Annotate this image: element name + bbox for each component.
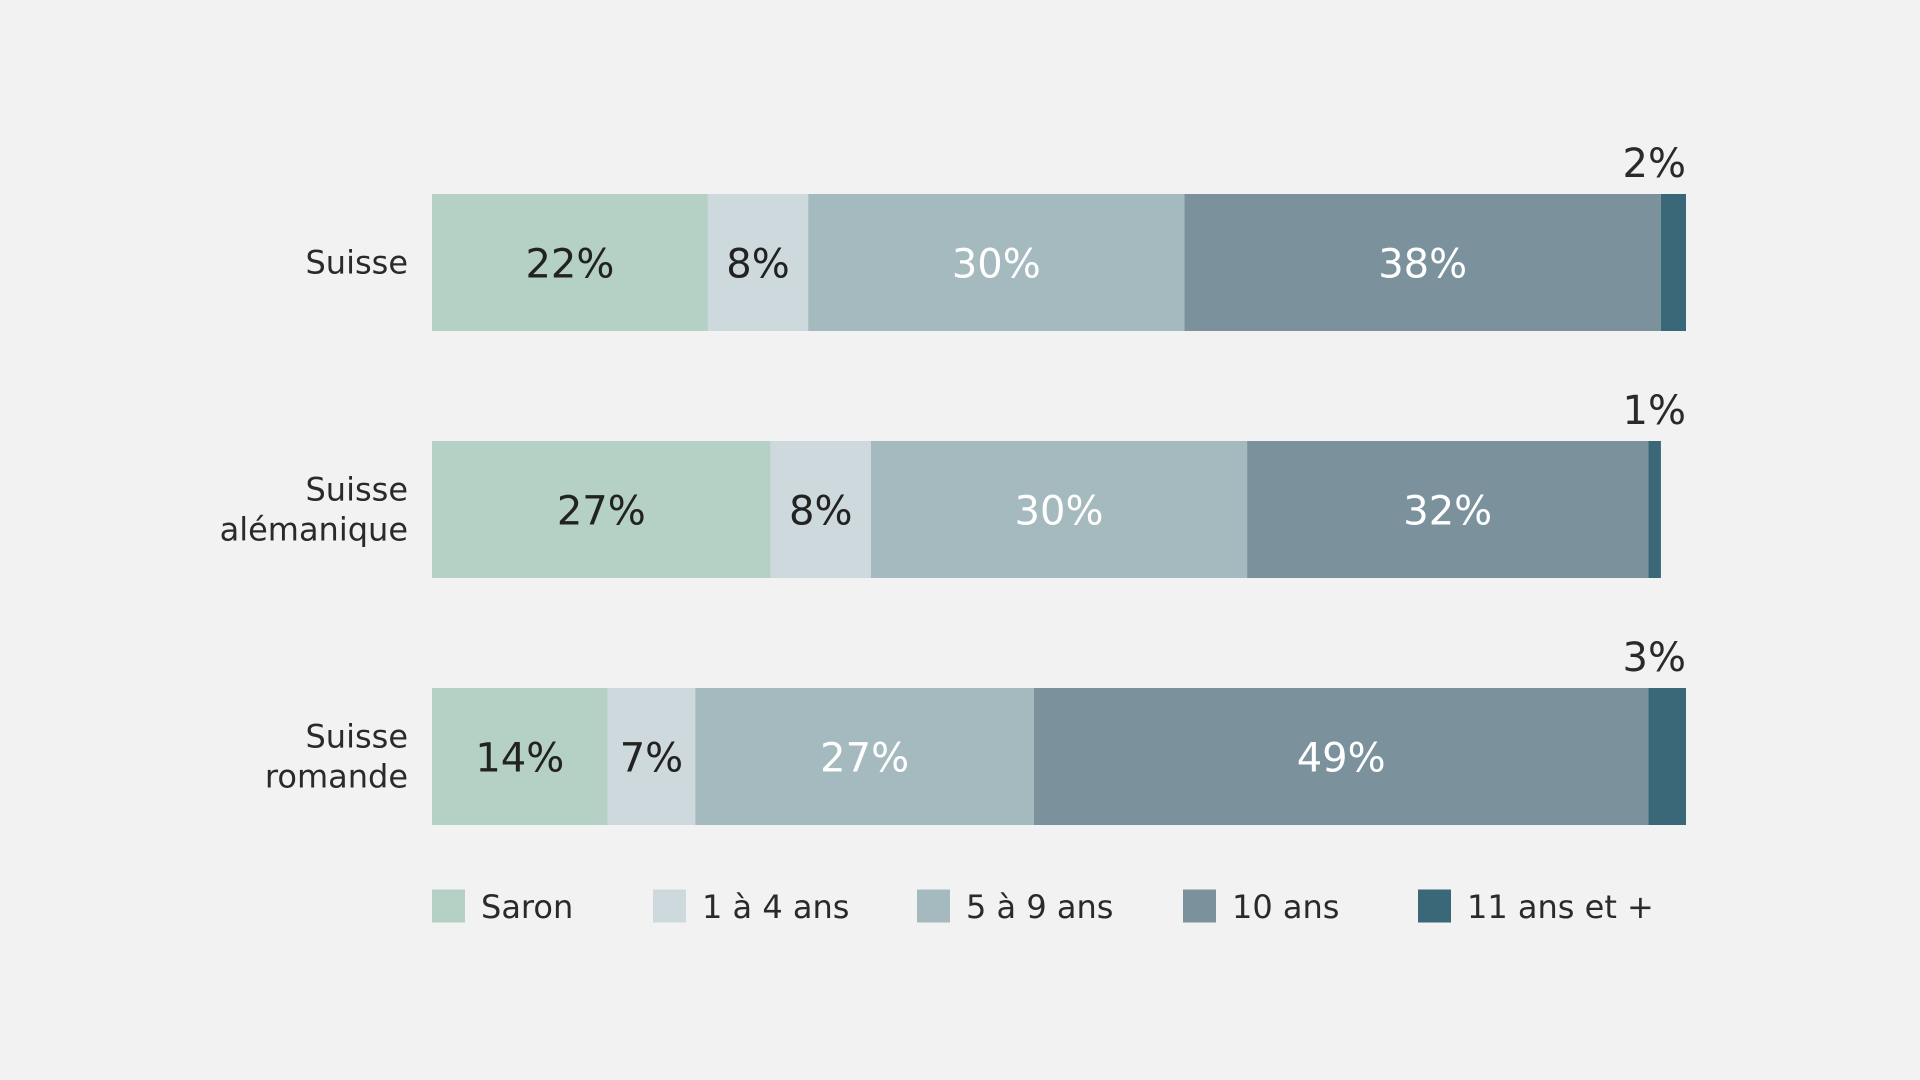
- data-label-suisse-romande-1-a-4-ans: 7%: [620, 736, 683, 782]
- legend-swatch-1-a-4-ans: [653, 889, 686, 923]
- data-label-suisse-saron: 22%: [525, 242, 614, 288]
- bar-segment-suisse-10-ans: [1184, 194, 1661, 331]
- legend-swatch-saron: [432, 889, 465, 923]
- data-label-suisse-alemanique-11-ans-et: 1%: [1623, 388, 1686, 434]
- category-label-suisse-romande: Suisse romande: [265, 718, 408, 796]
- data-label-suisse-5-a-9-ans: 30%: [952, 242, 1041, 288]
- bar-segment-suisse-romande-saron: [432, 688, 608, 825]
- legend-swatch-5-a-9-ans: [917, 889, 950, 923]
- bar-segment-suisse-5-a-9-ans: [808, 194, 1185, 331]
- data-label-suisse-alemanique-saron: 27%: [557, 489, 646, 535]
- data-label-suisse-10-ans: 38%: [1378, 242, 1467, 288]
- bar-segment-suisse-alemanique-11-ans-et: [1648, 441, 1661, 578]
- data-label-suisse-1-a-4-ans: 8%: [726, 242, 789, 288]
- bar-segment-suisse-saron: [432, 194, 708, 331]
- legend-label-5-a-9-ans: 5 à 9 ans: [966, 888, 1113, 926]
- bar-segment-suisse-alemanique-10-ans: [1247, 441, 1649, 578]
- data-label-suisse-alemanique-5-a-9-ans: 30%: [1015, 489, 1104, 535]
- bar-segment-suisse-romande-11-ans-et: [1648, 688, 1686, 825]
- bar-segment-suisse-alemanique-5-a-9-ans: [870, 441, 1248, 578]
- bar-segment-suisse-alemanique-1-a-4-ans: [770, 441, 871, 578]
- data-label-suisse-romande-10-ans: 49%: [1297, 736, 1386, 782]
- data-label-suisse-alemanique-10-ans: 32%: [1403, 489, 1492, 535]
- data-label-suisse-romande-11-ans-et: 3%: [1623, 635, 1686, 681]
- bar-segment-suisse-romande-1-a-4-ans: [607, 688, 696, 825]
- legend-swatch-11-ans-et: [1418, 889, 1451, 923]
- bar-segment-suisse-1-a-4-ans: [707, 194, 809, 331]
- data-label-suisse-romande-5-a-9-ans: 27%: [820, 736, 909, 782]
- category-label-suisse-alemanique: Suisse alémanique: [220, 471, 408, 549]
- bar-segment-suisse-alemanique-saron: [432, 441, 771, 578]
- legend-label-saron: Saron: [481, 888, 573, 926]
- bar-segment-suisse-romande-10-ans: [1033, 688, 1649, 825]
- data-label-suisse-alemanique-1-a-4-ans: 8%: [789, 489, 852, 535]
- data-label-suisse-11-ans-et: 2%: [1623, 141, 1686, 187]
- legend-swatch-10-ans: [1183, 889, 1216, 923]
- legend-label-10-ans: 10 ans: [1232, 888, 1339, 926]
- legend-label-1-a-4-ans: 1 à 4 ans: [702, 888, 849, 926]
- category-label-suisse: Suisse: [305, 244, 408, 282]
- legend-label-11-ans-et: 11 ans et +: [1467, 888, 1654, 926]
- data-label-suisse-romande-saron: 14%: [475, 736, 564, 782]
- bar-segment-suisse-11-ans-et: [1660, 194, 1686, 331]
- bar-segment-suisse-romande-5-a-9-ans: [695, 688, 1034, 825]
